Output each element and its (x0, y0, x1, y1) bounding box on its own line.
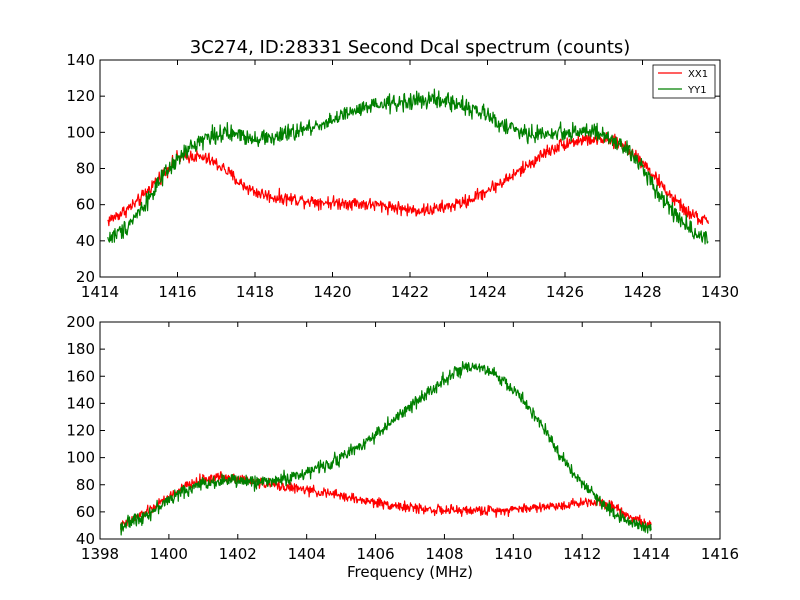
x-tick-label: 1410 (494, 545, 532, 563)
x-tick-label: 1416 (701, 545, 739, 563)
axes-frame (99, 321, 721, 540)
x-tick-label: 1404 (288, 545, 326, 563)
y-tick-label: 120 (66, 422, 95, 440)
series-line-xx1-panel-1 (120, 471, 652, 531)
x-tick-label: 1430 (701, 283, 739, 301)
y-tick-label: 200 (66, 313, 95, 331)
x-tick-label: 1414 (632, 545, 670, 563)
y-tick-label: 100 (66, 123, 95, 141)
top-panel: 1414 1416 1418 1420 1422 1424 1426 1428 1430 20 40… (66, 51, 739, 301)
y-tick-label: 120 (66, 87, 95, 105)
y-tick-label: 80 (76, 476, 95, 494)
x-tick-label: 1422 (391, 283, 429, 301)
legend: XX1 YY1 (652, 64, 716, 99)
y-tick-label: 60 (76, 503, 95, 521)
x-tick-label: 1402 (219, 545, 257, 563)
x-tick-label: 1420 (313, 283, 351, 301)
y-tick-label: 140 (66, 51, 95, 69)
x-tick-label: 1428 (623, 283, 661, 301)
legend-label-yy1: YY1 (687, 85, 707, 96)
y-tick-label: 140 (66, 394, 95, 412)
y-tick-label: 20 (76, 268, 95, 286)
y-tick-label: 160 (66, 367, 95, 385)
y-tick-label: 180 (66, 340, 95, 358)
y-tick-label: 40 (76, 232, 95, 250)
x-axis-label: Frequency (MHz) (347, 563, 473, 581)
x-tick-label: 1424 (468, 283, 506, 301)
x-tick-label: 1418 (236, 283, 274, 301)
legend-box (652, 64, 716, 99)
x-tick-label: 1406 (356, 545, 394, 563)
y-tick-label: 80 (76, 160, 95, 178)
series-line-yy1-panel-1 (120, 360, 652, 536)
chart-title: 3C274, ID:28331 Second Dcal spectrum (co… (190, 37, 631, 58)
x-tick-label: 1400 (150, 545, 188, 563)
x-tick-label: 1416 (158, 283, 196, 301)
x-tick-label: 1398 (81, 545, 119, 563)
axes-frame (99, 59, 721, 278)
x-tick-label: 1426 (546, 283, 584, 301)
x-tick-label: 1414 (81, 283, 119, 301)
y-tick-label: 60 (76, 196, 95, 214)
bottom-panel: 1398 1400 1402 1404 1406 1408 1410 1412 1414 1416… (66, 313, 739, 563)
y-tick-label: 40 (76, 530, 95, 548)
legend-label-xx1: XX1 (688, 69, 708, 80)
x-tick-label: 1412 (563, 545, 601, 563)
y-tick-label: 100 (66, 449, 95, 467)
series-line-yy1-panel-0 (107, 88, 709, 245)
x-tick-label: 1408 (425, 545, 463, 563)
